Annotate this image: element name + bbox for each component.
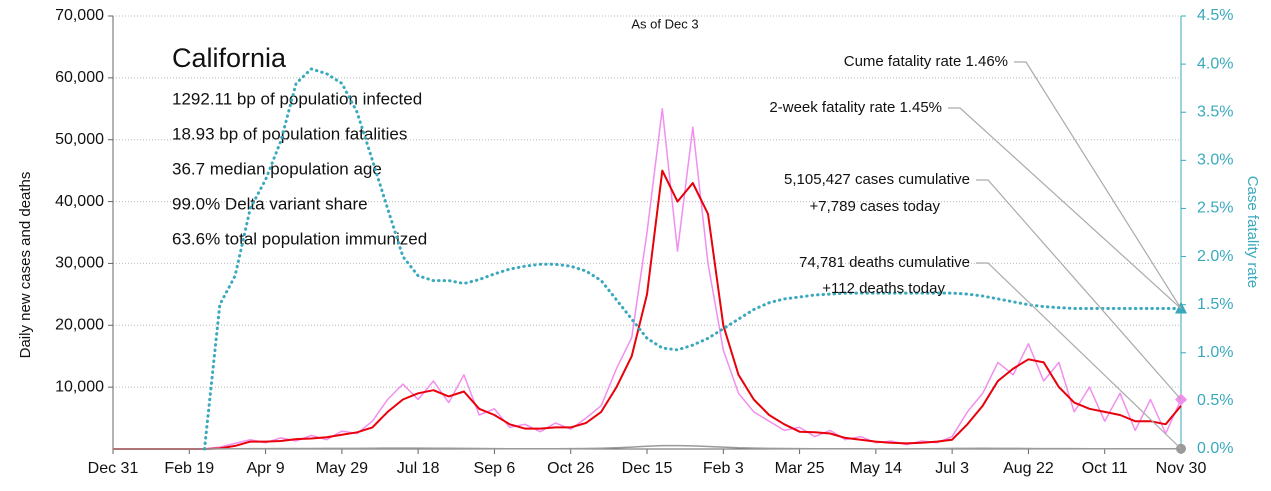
y-tick-label: 20,000 xyxy=(55,317,104,334)
inset-line: 99.0% Delta variant share xyxy=(172,194,368,213)
y-tick-label: 60,000 xyxy=(55,69,104,86)
series-line xyxy=(203,67,1183,451)
x-tick-label: Dec 31 xyxy=(88,460,139,477)
annotation: Cume fatality rate 1.46% xyxy=(844,53,1008,70)
y-tick-label: 10,000 xyxy=(55,378,104,395)
x-tick-label: May 14 xyxy=(850,460,903,477)
x-tick-label: Oct 26 xyxy=(547,460,594,477)
leader-line xyxy=(976,179,1182,400)
y2-axis-label: Case fatality rate xyxy=(1244,176,1261,289)
annotation: 2-week fatality rate 1.45% xyxy=(769,99,942,116)
x-tick-label: Dec 15 xyxy=(622,460,673,477)
annotation: +7,789 cases today xyxy=(809,198,940,215)
leader-line xyxy=(948,107,1182,309)
x-tick-label: Jul 18 xyxy=(397,460,440,477)
leader-line xyxy=(1014,61,1182,309)
series-line xyxy=(113,444,1182,450)
series-line xyxy=(113,169,1182,450)
inset-line: 1292.11 bp of population infected xyxy=(172,89,422,108)
y-tick-label: 40,000 xyxy=(55,193,104,210)
inset-line: 18.93 bp of population fatalities xyxy=(172,124,407,143)
x-tick-label: Aug 22 xyxy=(1003,460,1054,477)
inset-title: California xyxy=(172,43,287,73)
annotation: +112 deaths today xyxy=(822,280,945,297)
y2-tick-label: 4.5% xyxy=(1197,7,1233,24)
inset-line: 63.6% total population immunized xyxy=(172,229,427,248)
inset-line: 36.7 median population age xyxy=(172,159,382,178)
y-tick-label: 30,000 xyxy=(55,255,104,272)
x-tick-label: Sep 6 xyxy=(474,460,516,477)
y-tick-label: 70,000 xyxy=(55,7,104,24)
x-tick-label: Apr 9 xyxy=(246,460,284,477)
y2-tick-label: 2.0% xyxy=(1197,248,1233,265)
y2-tick-label: 2.5% xyxy=(1197,200,1233,217)
y-tick-label: 50,000 xyxy=(55,131,104,148)
annotation: 74,781 deaths cumulative xyxy=(799,254,970,271)
y2-tick-label: 0.0% xyxy=(1197,440,1233,457)
x-tick-label: Mar 25 xyxy=(775,460,825,477)
subtitle: As of Dec 3 xyxy=(631,16,698,31)
y2-tick-label: 3.0% xyxy=(1197,152,1233,169)
x-tick-label: Nov 30 xyxy=(1156,460,1207,477)
x-tick-label: May 29 xyxy=(316,460,369,477)
y2-tick-label: 4.0% xyxy=(1197,55,1233,72)
x-tick-label: Oct 11 xyxy=(1082,460,1128,477)
y2-tick-label: 1.0% xyxy=(1197,344,1233,361)
y-axis-label: Daily new cases and deaths xyxy=(17,172,34,359)
annotation: 5,105,427 cases cumulative xyxy=(784,171,970,188)
x-tick-label: Jul 3 xyxy=(935,460,969,477)
x-tick-label: Feb 3 xyxy=(703,460,744,477)
x-tick-label: Feb 19 xyxy=(164,460,214,477)
y2-tick-label: 3.5% xyxy=(1197,103,1233,120)
leader-line xyxy=(976,262,1182,450)
y2-tick-label: 1.5% xyxy=(1197,296,1233,313)
y2-tick-label: 0.5% xyxy=(1197,392,1233,409)
